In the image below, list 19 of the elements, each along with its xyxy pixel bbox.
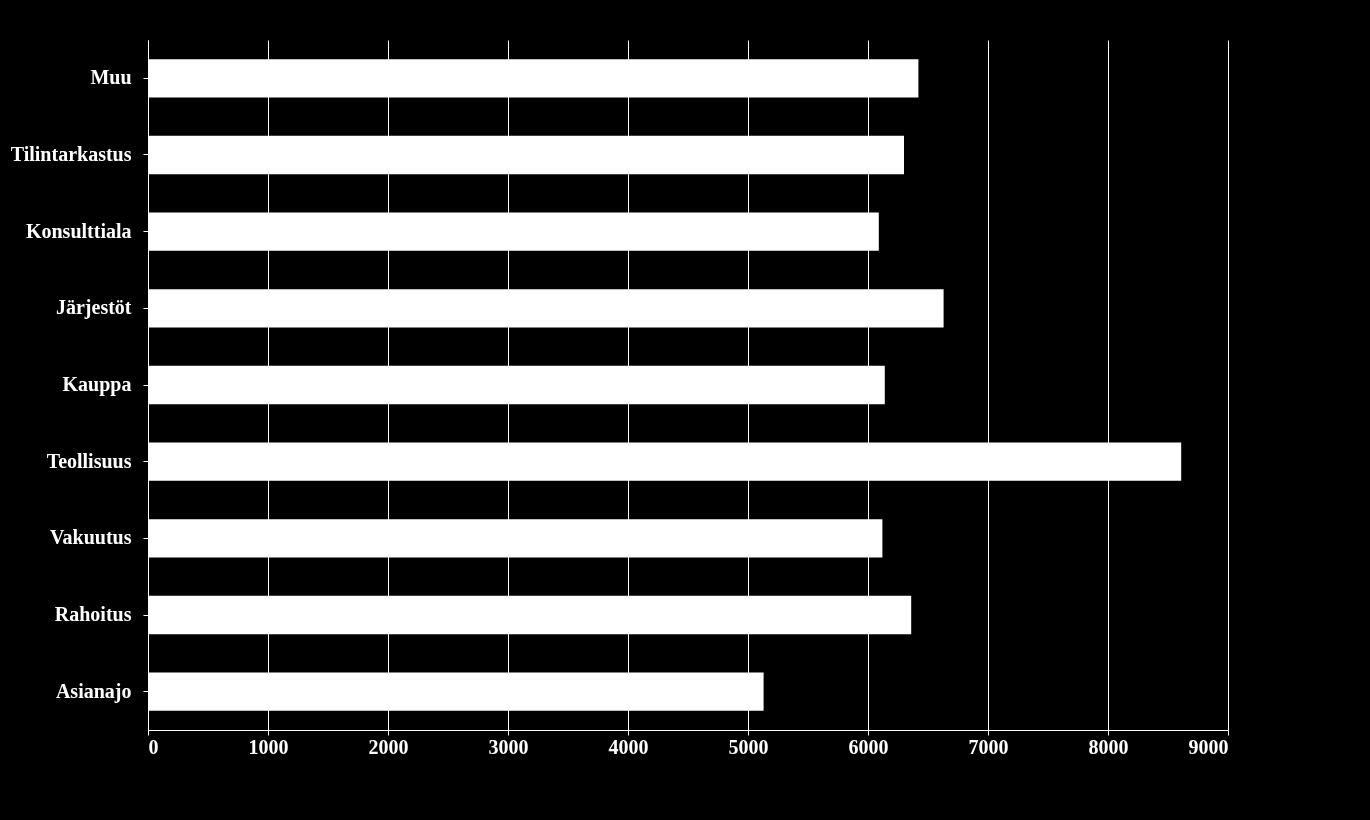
y-tick-label: Vakuutus <box>49 526 132 549</box>
x-tick-label: 2000 <box>368 735 409 758</box>
x-tick-label: 9000 <box>1188 735 1229 758</box>
x-tick-label: 4000 <box>608 735 649 758</box>
y-tick-label: Rahoitus <box>54 603 132 625</box>
x-tick-label: 5000 <box>728 735 769 758</box>
x-tick-label: 6000 <box>848 735 889 758</box>
y-tick-label: Kauppa <box>62 373 132 396</box>
x-tick-label: 1000 <box>248 735 289 758</box>
y-tick-label: Teollisuus <box>46 449 132 472</box>
x-tick-label: 3000 <box>488 735 529 758</box>
x-tick-label: 8000 <box>1088 735 1129 758</box>
y-tick-label: Asianajo <box>55 679 132 703</box>
y-tick-label: Järjestöt <box>55 296 132 320</box>
y-tick-label: Tilintarkastus <box>10 143 132 165</box>
y-tick-label: Konsulttiala <box>25 219 132 242</box>
x-tick-label: 7000 <box>968 735 1009 758</box>
x-tick-label: 0 <box>148 735 159 758</box>
y-tick-label: Muu <box>90 66 132 89</box>
